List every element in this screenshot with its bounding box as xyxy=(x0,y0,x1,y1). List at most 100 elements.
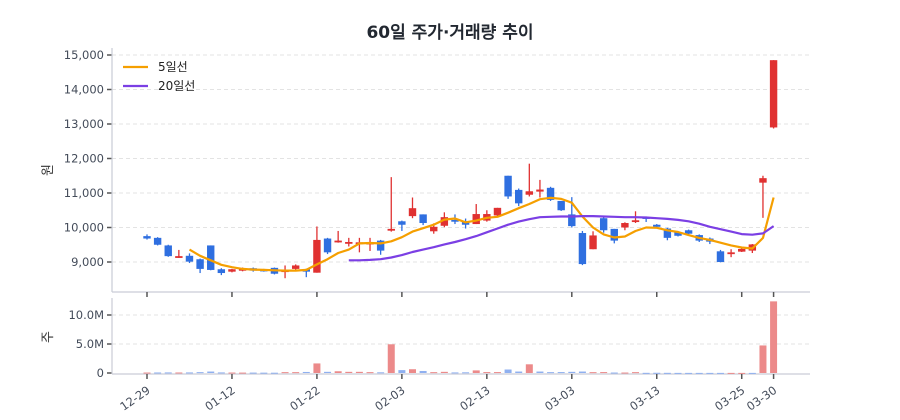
candle-body xyxy=(568,214,576,227)
candle-body xyxy=(334,240,342,243)
candle-body xyxy=(525,191,534,195)
volume-bar xyxy=(653,372,661,374)
candle xyxy=(589,231,597,250)
volume-bar xyxy=(419,370,427,373)
volume-bar xyxy=(738,372,746,374)
y-tick-label: 13,000 xyxy=(64,117,104,131)
volume-axis-title: 주 xyxy=(41,331,56,343)
candle-body xyxy=(599,218,608,231)
candle-body xyxy=(515,189,523,204)
candle xyxy=(185,253,194,264)
candle-body xyxy=(164,245,172,257)
volume-bar xyxy=(685,372,693,374)
moving-average-lines xyxy=(188,196,775,272)
candle xyxy=(228,268,236,273)
candle xyxy=(207,245,215,271)
candle xyxy=(334,230,342,243)
volume-bar xyxy=(759,345,767,373)
legend: 5일선 20일선 xyxy=(123,60,195,93)
price-axis-title: 원 xyxy=(41,164,56,176)
volume-bar xyxy=(345,371,353,373)
candle-body xyxy=(291,265,300,269)
y-tick-label: 10.0M xyxy=(68,308,104,322)
volume-bar xyxy=(207,371,215,373)
candle-body xyxy=(578,233,587,265)
y-tick-label: 10,000 xyxy=(64,221,104,235)
chart-title: 60일 주가·거래량 추이 xyxy=(366,23,534,43)
candle-body xyxy=(472,214,480,225)
candle-body xyxy=(504,175,512,197)
price-y-axis: 9,000 10,000 11,000 12,000 13,000 14,000 15,00… xyxy=(41,48,810,293)
candle xyxy=(483,210,491,222)
candle xyxy=(153,237,162,246)
volume-bar xyxy=(175,372,183,374)
volume-bars xyxy=(143,301,778,374)
candle-body xyxy=(493,207,502,216)
candle xyxy=(281,265,289,279)
volume-bar xyxy=(600,372,608,374)
y-tick-label: 0 xyxy=(97,366,104,380)
candle xyxy=(525,163,534,197)
volume-bar xyxy=(632,372,640,374)
volume-bar xyxy=(515,371,523,373)
volume-bar xyxy=(462,372,470,374)
volume-bar xyxy=(409,369,416,373)
candle-body xyxy=(769,60,778,128)
price-grid xyxy=(112,54,810,263)
volume-bar xyxy=(249,372,257,374)
candlesticks xyxy=(143,60,778,279)
volume-bar xyxy=(663,372,671,374)
volume-bar xyxy=(387,344,395,373)
volume-bar xyxy=(695,372,703,374)
ma5-line xyxy=(188,196,775,272)
y-tick-label: 11,000 xyxy=(64,186,104,200)
volume-bar xyxy=(154,372,162,374)
candle-body xyxy=(557,200,565,211)
candle xyxy=(557,200,565,211)
candle-body xyxy=(631,220,640,223)
volume-bar xyxy=(525,364,533,373)
candle-body xyxy=(196,259,204,269)
volume-y-axis: 0 5.0M 10.0M 주 xyxy=(41,298,810,380)
y-tick-label: 15,000 xyxy=(64,48,104,62)
volume-bar xyxy=(239,372,247,374)
volume-bar xyxy=(143,372,151,374)
y-tick-label: 5.0M xyxy=(76,337,104,351)
volume-bar xyxy=(313,363,321,373)
x-tick-label: 02-13 xyxy=(457,383,492,414)
volume-bar xyxy=(377,372,385,374)
candle-body xyxy=(323,238,332,253)
candle-body xyxy=(207,245,215,270)
candle-body xyxy=(376,240,385,251)
candle-body xyxy=(536,189,544,192)
candle-body xyxy=(451,219,459,222)
candle xyxy=(323,237,332,255)
candle-body xyxy=(738,248,746,252)
volume-bar xyxy=(196,372,204,374)
candle-body xyxy=(153,237,162,245)
volume-bar xyxy=(292,372,300,374)
volume-bar xyxy=(770,301,778,373)
candle-body xyxy=(313,239,321,273)
ma20-line xyxy=(348,215,775,262)
volume-bar xyxy=(547,372,555,374)
volume-grid xyxy=(112,314,810,345)
candle xyxy=(345,237,353,247)
candle-body xyxy=(408,208,417,217)
volume-bar xyxy=(355,371,363,373)
legend-label: 20일선 xyxy=(158,79,195,93)
candle xyxy=(727,249,735,258)
candle-body xyxy=(621,223,629,228)
volume-bar xyxy=(472,370,480,373)
volume-bar xyxy=(716,372,724,374)
volume-bar xyxy=(228,372,236,374)
candle-body xyxy=(759,178,767,183)
candle xyxy=(578,230,587,266)
candle-body xyxy=(143,236,151,239)
candle-body xyxy=(419,214,427,224)
candle-body xyxy=(716,251,725,262)
candle-body xyxy=(440,217,449,226)
candle-body xyxy=(610,228,618,241)
candle-body xyxy=(653,224,661,227)
